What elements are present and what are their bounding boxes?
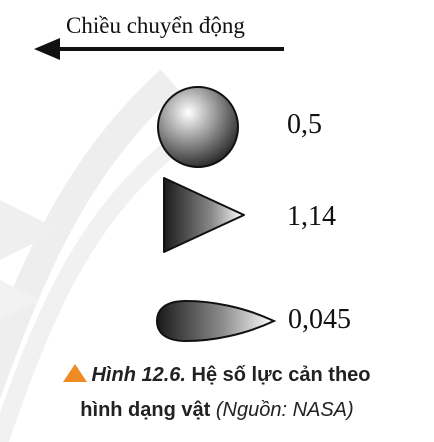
sphere-drag-value: 0,5 — [287, 109, 322, 140]
triangle-marker-icon — [63, 364, 88, 382]
caption-text-line1: Hệ số lực cản theo — [185, 364, 371, 386]
sphere-shape — [157, 86, 239, 168]
figure-caption-line1: Hình 12.6. Hệ số lực cản theo — [0, 364, 434, 385]
figure-caption-line2: hình dạng vật (Nguồn: NASA) — [0, 400, 434, 420]
streamlined-drag-value: 0,045 — [288, 304, 351, 335]
left-arrow-icon — [34, 38, 284, 60]
streamlined-shape — [155, 299, 277, 343]
caption-source: (Nguồn: NASA) — [210, 399, 354, 421]
cone-drag-value: 1,14 — [287, 201, 336, 232]
cone-shape — [163, 177, 245, 253]
direction-label: Chiều chuyển động — [66, 13, 245, 38]
caption-text-line2: hình dạng vật — [80, 399, 211, 421]
figure-label: Hình 12.6. — [91, 364, 186, 386]
